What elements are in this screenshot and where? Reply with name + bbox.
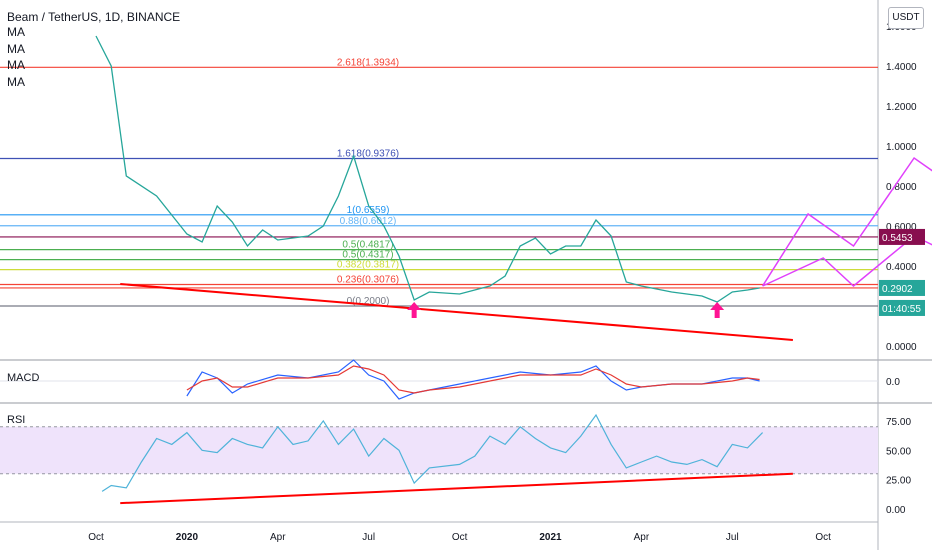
symbol-title[interactable]: Beam / TetherUS, 1D, BINANCE <box>7 10 181 24</box>
level-label: 0.88(0.6012) <box>340 216 397 227</box>
time-tick-label: Apr <box>634 532 650 543</box>
price-tick-label: 1.2000 <box>886 102 917 113</box>
time-tick-label: Apr <box>270 532 286 543</box>
rsi-tick-label: 75.00 <box>886 417 911 428</box>
price-tick-label: 0.6000 <box>886 222 917 233</box>
level-label: 2.618(1.3934) <box>337 57 399 68</box>
rsi-tick-label: 0.00 <box>886 505 906 516</box>
time-tick-label: Oct <box>815 532 831 543</box>
rsi-tick-label: 50.00 <box>886 446 911 457</box>
indicator-ma-1[interactable]: MA <box>7 25 25 39</box>
rsi-series-line <box>101 413 764 492</box>
price-axis-badge <box>879 299 925 316</box>
time-tick-label: Jul <box>362 532 375 543</box>
level-label: 0.5(0.4817) <box>342 240 393 251</box>
rsi-trendline <box>120 472 793 505</box>
price-axis-badge <box>879 279 925 296</box>
indicator-ma-4[interactable]: MA <box>7 75 25 89</box>
time-tick-label: 2021 <box>539 532 562 543</box>
price-tick-label: 0.4000 <box>886 262 917 273</box>
time-tick-label: 2020 <box>176 532 199 543</box>
price-axis-badge-text: 01:40:55 <box>882 304 921 315</box>
price-trendline <box>120 283 793 341</box>
time-tick-label: Jul <box>726 532 739 543</box>
up-arrow-icon <box>710 302 725 318</box>
projection-path <box>761 156 932 287</box>
level-label: 1(0.6559) <box>347 205 390 216</box>
indicator-ma-2[interactable]: MA <box>7 42 25 56</box>
price-tick-label: 1.4000 <box>886 62 917 73</box>
level-label: 0.382(0.3817) <box>337 260 399 271</box>
level-label: 1.618(0.9376) <box>337 148 399 159</box>
price-tick-label: 0.0000 <box>886 342 917 353</box>
macd-tick-label: 0.0 <box>886 377 900 388</box>
price-axis-badge-text: 0.5453 <box>882 233 913 244</box>
macd-series-line <box>186 365 760 394</box>
rsi-band <box>0 426 878 474</box>
rsi-pane-title[interactable]: RSI <box>7 414 26 426</box>
price-tick-label: 0.8000 <box>886 182 917 193</box>
projection-path <box>762 235 932 287</box>
level-label: 0.236(0.3076) <box>337 274 399 285</box>
price-tick-label: 1.0000 <box>886 142 917 153</box>
rsi-tick-label: 25.00 <box>886 476 911 487</box>
level-label: 0.5(0.4317) <box>342 250 393 261</box>
up-arrow-icon <box>407 302 422 318</box>
level-label: 0(0.2000) <box>347 296 390 307</box>
time-tick-label: Oct <box>88 532 104 543</box>
macd-pane-title[interactable]: MACD <box>7 372 40 384</box>
time-tick-label: Oct <box>452 532 468 543</box>
price-series-line <box>95 35 760 303</box>
indicator-ma-3[interactable]: MA <box>7 58 25 72</box>
price-axis-badge-text: 0.2902 <box>882 284 913 295</box>
currency-button[interactable]: USDT <box>888 7 924 29</box>
price-axis-badge <box>879 228 925 245</box>
